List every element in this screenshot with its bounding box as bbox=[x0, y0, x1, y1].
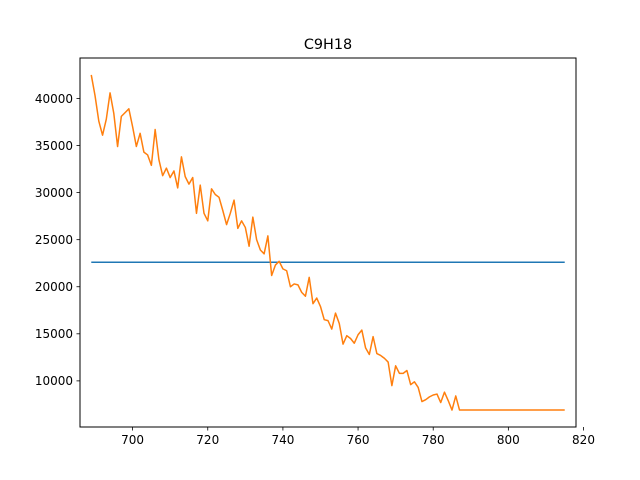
chart-title: C9H18 bbox=[304, 37, 352, 53]
x-tick-label: 760 bbox=[347, 433, 370, 447]
y-axis: 10000 15000 20000 25000 30000 35000 40000 bbox=[35, 92, 80, 388]
y-tick-label: 35000 bbox=[35, 139, 73, 153]
x-tick-label: 800 bbox=[497, 433, 520, 447]
plot-area bbox=[90, 74, 565, 411]
axes-frame bbox=[79, 57, 577, 428]
x-tick-label: 780 bbox=[422, 433, 445, 447]
y-tick-label: 40000 bbox=[35, 92, 73, 106]
x-tick-label: 700 bbox=[121, 433, 144, 447]
y-tick-label: 10000 bbox=[35, 374, 73, 388]
x-tick-label: 820 bbox=[572, 433, 595, 447]
series-line-2 bbox=[90, 74, 565, 411]
y-tick-label: 30000 bbox=[35, 186, 73, 200]
y-tick-label: 15000 bbox=[35, 327, 73, 341]
x-axis: 700 720 740 760 780 800 820 bbox=[121, 427, 595, 447]
y-tick-label: 20000 bbox=[35, 280, 73, 294]
x-tick-label: 720 bbox=[196, 433, 219, 447]
x-tick-label: 740 bbox=[271, 433, 294, 447]
y-tick-label: 25000 bbox=[35, 233, 73, 247]
